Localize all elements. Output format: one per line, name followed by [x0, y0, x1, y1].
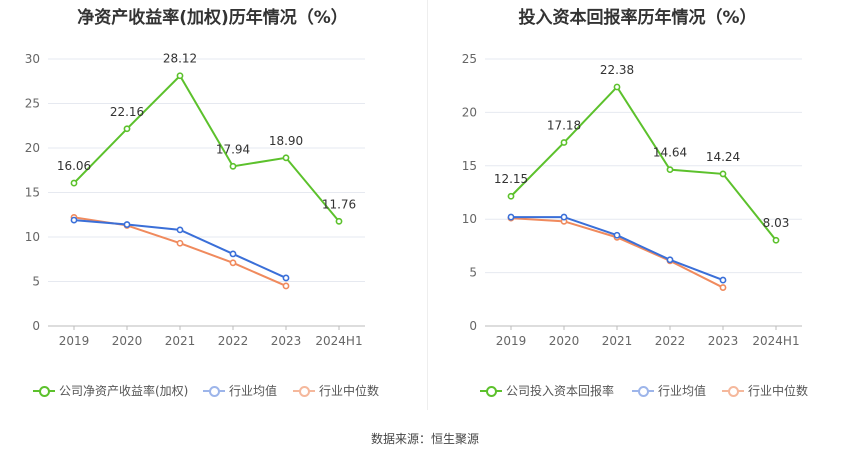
data-point-company[interactable] — [507, 192, 515, 200]
data-label: 14.64 — [653, 146, 687, 160]
y-tick-label: 20 — [462, 105, 477, 119]
data-point-company[interactable] — [70, 179, 78, 187]
x-tick-label: 2020 — [549, 334, 580, 348]
data-label: 17.94 — [216, 142, 250, 156]
data-point-median[interactable] — [282, 282, 290, 290]
legend-company-marker — [33, 385, 55, 397]
panel-divider — [427, 0, 428, 410]
data-label: 14.24 — [706, 150, 740, 164]
legend-median-marker — [722, 385, 744, 397]
series-line-company — [73, 74, 340, 222]
data-point-mean[interactable] — [719, 276, 727, 284]
legend-mean-marker — [632, 385, 654, 397]
data-label: 11.76 — [322, 197, 356, 211]
data-point-mean[interactable] — [613, 231, 621, 239]
data-label: 8.03 — [763, 216, 790, 230]
x-tick-label: 2020 — [112, 334, 143, 348]
data-label: 28.12 — [163, 52, 197, 66]
data-label: 22.16 — [110, 105, 144, 119]
legend-item-mean[interactable]: 行业均值 — [632, 382, 706, 399]
legend-label: 行业中位数 — [319, 384, 380, 398]
y-tick-label: 0 — [32, 319, 40, 333]
legend-label: 公司投入资本回报率 — [506, 384, 615, 398]
data-point-company[interactable] — [229, 162, 237, 170]
roic-line-chart: 0 5 10 15 20 25 2019 2020 2021 2022 2023 2024H1 12.1… — [462, 52, 802, 348]
data-point-mean[interactable] — [666, 256, 674, 264]
legend-item-median[interactable]: 行业中位数 — [722, 382, 808, 399]
x-tick-label: 2022 — [655, 334, 686, 348]
legend-item-company[interactable]: 公司净资产收益率(加权) — [33, 382, 188, 399]
legend-label: 公司净资产收益率(加权) — [59, 384, 189, 398]
roe-chart-panel: 净资产收益率(加权)历年情况（%） 0 5 10 15 20 25 30 2019 2020 20… — [0, 0, 425, 410]
legend-median-marker — [293, 385, 315, 397]
legend-item-company[interactable]: 公司投入资本回报率 — [480, 382, 614, 399]
data-label: 18.90 — [269, 134, 303, 148]
legend-label: 行业均值 — [229, 384, 278, 398]
chart-title: 投入资本回报率历年情况（%） — [518, 8, 757, 28]
data-point-mean[interactable] — [507, 213, 515, 221]
data-label: 16.06 — [57, 159, 91, 173]
data-point-median[interactable] — [229, 259, 237, 267]
data-point-company[interactable] — [335, 217, 343, 225]
roic-chart-panel: 投入资本回报率历年情况（%） 0 5 10 15 20 25 2019 2020 2021 202… — [425, 0, 850, 410]
y-tick-label: 5 — [469, 266, 477, 280]
data-point-mean[interactable] — [229, 250, 237, 258]
legend-label: 行业均值 — [658, 384, 707, 398]
data-point-mean[interactable] — [123, 221, 131, 228]
data-point-company[interactable] — [772, 236, 780, 244]
legend-item-median[interactable]: 行业中位数 — [293, 382, 379, 399]
y-tick-label: 15 — [25, 186, 40, 200]
data-source-note: 数据来源：恒生聚源 — [370, 432, 479, 446]
y-tick-label: 0 — [469, 319, 477, 333]
data-point-mean[interactable] — [176, 226, 184, 234]
data-point-company[interactable] — [282, 154, 290, 162]
legend-label: 行业中位数 — [748, 384, 809, 398]
y-tick-label: 10 — [462, 212, 477, 226]
y-tick-label: 25 — [462, 52, 477, 66]
y-tick-label: 20 — [25, 141, 40, 155]
roe-line-chart: 0 5 10 15 20 25 30 2019 2020 2021 2022 2023 2024H1 16… — [25, 52, 365, 348]
y-tick-label: 5 — [32, 275, 40, 289]
x-tick-label: 2019 — [496, 334, 527, 348]
data-point-company[interactable] — [560, 139, 568, 146]
data-point-median[interactable] — [719, 284, 727, 291]
legend-company-marker — [480, 385, 502, 397]
data-point-mean[interactable] — [70, 216, 78, 224]
x-tick-label: 2019 — [59, 334, 90, 348]
data-label: 12.15 — [494, 172, 528, 186]
x-tick-label: 2021 — [165, 334, 196, 348]
y-tick-label: 25 — [25, 97, 40, 111]
y-tick-label: 10 — [25, 230, 40, 244]
x-tick-label: 2024H1 — [315, 334, 362, 348]
series-line-company — [510, 85, 777, 241]
legend-item-mean[interactable]: 行业均值 — [203, 382, 277, 399]
data-label: 22.38 — [600, 63, 634, 77]
y-tick-label: 30 — [25, 52, 40, 66]
x-tick-label: 2024H1 — [752, 334, 799, 348]
data-point-median[interactable] — [176, 239, 184, 247]
data-point-company[interactable] — [613, 83, 621, 91]
legend-mean-marker — [203, 385, 225, 397]
data-point-company[interactable] — [666, 166, 674, 174]
data-point-mean[interactable] — [282, 274, 290, 282]
data-point-company[interactable] — [123, 125, 131, 133]
x-tick-label: 2021 — [602, 334, 633, 348]
series-line-median — [510, 217, 724, 289]
data-point-company[interactable] — [719, 170, 727, 178]
y-tick-label: 15 — [462, 159, 477, 173]
chart-title: 净资产收益率(加权)历年情况（%） — [77, 8, 348, 28]
data-point-mean[interactable] — [560, 213, 568, 221]
data-point-company[interactable] — [176, 72, 184, 80]
data-label: 17.18 — [547, 119, 581, 133]
x-tick-label: 2023 — [708, 334, 739, 348]
x-tick-label: 2022 — [218, 334, 249, 348]
x-tick-label: 2023 — [271, 334, 302, 348]
